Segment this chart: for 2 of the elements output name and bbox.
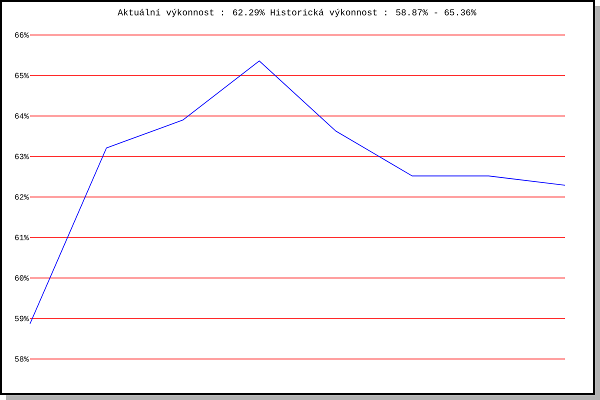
line-series — [30, 60, 566, 324]
chart-title: Aktuální výkonnost : 62.29% Historická výkonnost : 58.87% - 65.36% — [118, 8, 476, 18]
